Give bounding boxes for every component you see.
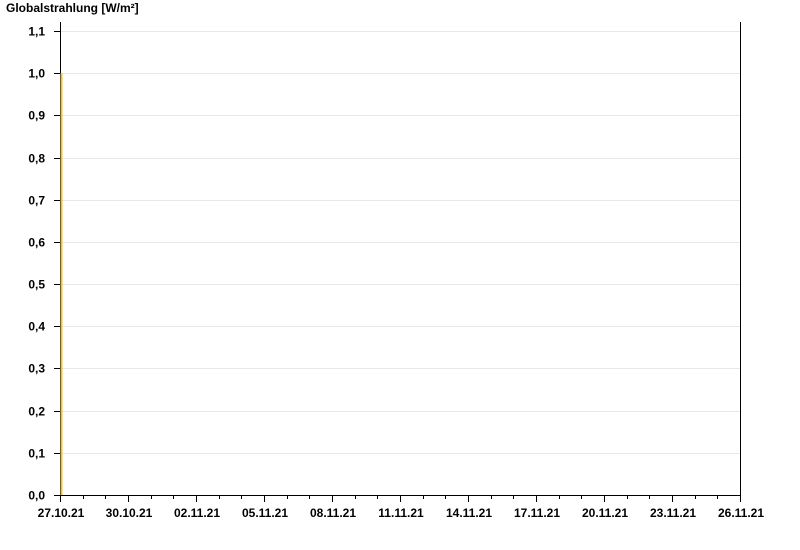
y-tick-label: 0,0 xyxy=(28,489,45,503)
x-tick-label: 30.10.21 xyxy=(106,506,153,520)
y-tick-label: 0,7 xyxy=(28,194,45,208)
x-tick-label: 05.11.21 xyxy=(242,506,288,520)
x-tick-label: 08.11.21 xyxy=(310,506,356,520)
y-tick-label: 0,2 xyxy=(28,405,45,419)
x-tick-label: 17.11.21 xyxy=(514,506,560,520)
x-tick-label: 27.10.21 xyxy=(38,506,85,520)
x-tick-label: 14.11.21 xyxy=(446,506,492,520)
x-tick-label: 23.11.21 xyxy=(650,506,696,520)
y-tick-label: 0,1 xyxy=(28,447,45,461)
y-tick-label: 0,8 xyxy=(28,152,45,166)
y-tick-label: 0,3 xyxy=(28,362,45,376)
x-tick-label: 11.11.21 xyxy=(378,506,424,520)
y-axis-title: Globalstrahlung [W/m²] xyxy=(6,1,139,15)
y-tick-label: 0,5 xyxy=(28,278,45,292)
y-tick-label: 1,0 xyxy=(28,67,45,81)
x-tick-label: 26.11.21 xyxy=(718,506,764,520)
y-tick-label: 0,6 xyxy=(28,236,45,250)
x-tick-label: 02.11.21 xyxy=(174,506,220,520)
y-tick-label: 1,1 xyxy=(28,25,45,39)
x-tick-label: 20.11.21 xyxy=(582,506,628,520)
y-tick-label: 0,4 xyxy=(28,320,45,334)
y-tick-label: 0,9 xyxy=(28,109,45,123)
